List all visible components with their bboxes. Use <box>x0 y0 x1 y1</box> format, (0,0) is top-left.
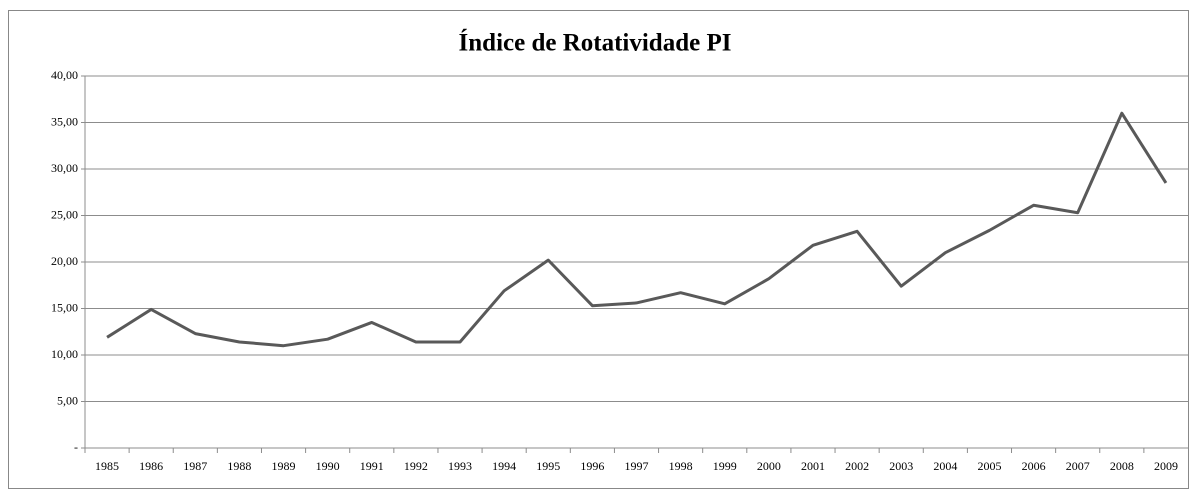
x-tick-label: 1996 <box>580 459 604 473</box>
y-tick-label: - <box>74 440 78 454</box>
x-tick-label: 2008 <box>1110 459 1134 473</box>
chart-title: Índice de Rotatividade PI <box>459 29 732 57</box>
y-tick-label: 10,00 <box>51 347 78 361</box>
x-tick-label: 1998 <box>669 459 693 473</box>
y-tick-label: 40,00 <box>51 68 78 82</box>
x-tick-label: 1985 <box>95 459 119 473</box>
x-tick-label: 1988 <box>227 459 251 473</box>
x-tick-label: 2005 <box>977 459 1001 473</box>
x-tick-label: 1994 <box>492 459 516 473</box>
y-tick-label: 15,00 <box>51 300 78 314</box>
chart-frame <box>8 10 1189 489</box>
x-tick-label: 1990 <box>316 459 340 473</box>
y-tick-label: 25,00 <box>51 207 78 221</box>
y-tick-label: 20,00 <box>51 254 78 268</box>
data-line <box>106 111 1168 348</box>
x-tick-label: 1992 <box>404 459 428 473</box>
x-tick-label: 1989 <box>272 459 296 473</box>
x-tick-label: 2000 <box>757 459 781 473</box>
x-tick-label: 2009 <box>1154 459 1178 473</box>
y-tick-label: 5,00 <box>57 393 78 407</box>
x-tick-label: 1991 <box>360 459 384 473</box>
x-tick-label: 2007 <box>1066 459 1090 473</box>
x-tick-label: 2004 <box>933 459 957 473</box>
x-tick-label: 2006 <box>1022 459 1046 473</box>
x-tick-label: 1986 <box>139 459 163 473</box>
x-tick-label: 2003 <box>889 459 913 473</box>
y-tick-label: 30,00 <box>51 161 78 175</box>
x-tick-label: 1999 <box>713 459 737 473</box>
x-tick-label: 1995 <box>536 459 560 473</box>
x-tick-label: 2002 <box>845 459 869 473</box>
x-tick-label: 1993 <box>448 459 472 473</box>
y-tick-label: 35,00 <box>51 114 78 128</box>
x-tick-label: 2001 <box>801 459 825 473</box>
x-tick-label: 1997 <box>625 459 649 473</box>
x-tick-label: 1987 <box>183 459 207 473</box>
